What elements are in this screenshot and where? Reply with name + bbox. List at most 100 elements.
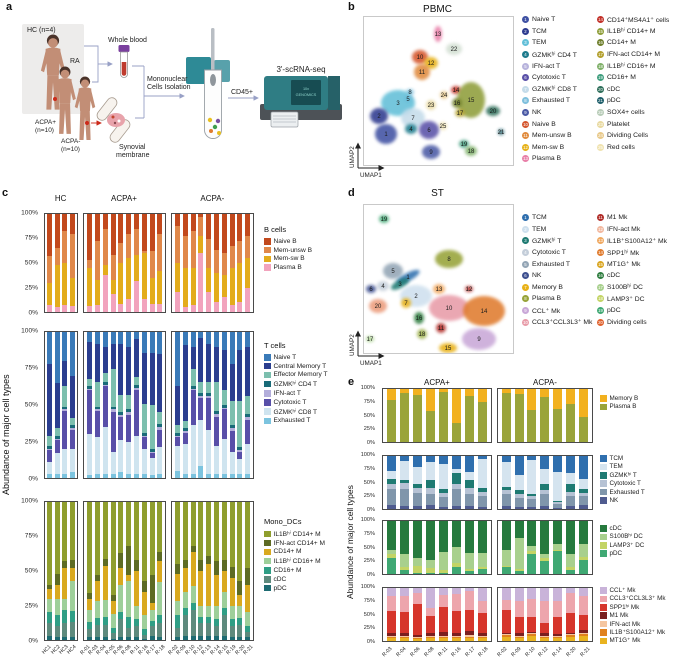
- bar-segment: [553, 633, 563, 637]
- group-header: ACPA-: [533, 378, 557, 387]
- legend-item: 10 CCL3⁺CCL3L3⁺ Mk: [522, 316, 592, 328]
- bar-segment: [118, 416, 124, 441]
- bar-segment: [553, 617, 563, 634]
- bar-segment: [141, 332, 147, 353]
- bar-segment: [87, 342, 93, 379]
- bar-segment: [540, 389, 550, 397]
- bar-segment: [540, 633, 550, 636]
- bar-segment: [221, 473, 227, 478]
- bar-segment: [118, 502, 124, 554]
- bar-segment: [425, 487, 435, 495]
- bar-segment: [182, 235, 188, 268]
- cell-dot: [212, 124, 218, 130]
- bar-segment: [54, 440, 60, 454]
- bar-segment: [69, 332, 75, 376]
- machine-brand-line2: GENOMICS: [296, 93, 317, 97]
- bar-segment: [174, 332, 180, 387]
- stacked-bar-R-08: [425, 521, 435, 574]
- legend-label: IFN-act Mk: [609, 620, 641, 628]
- bar-segment: [237, 349, 243, 401]
- bar-segment: [149, 332, 155, 353]
- bar-segment: [182, 502, 188, 561]
- cluster-number: 1: [406, 275, 410, 281]
- bar-segment: [62, 473, 68, 478]
- bar-segment: [126, 346, 132, 395]
- bar-segment: [149, 575, 155, 603]
- bar-segment: [386, 588, 396, 597]
- bar-segment: [157, 426, 163, 430]
- x-slot: R-20: [565, 645, 580, 664]
- x-slot: R-18: [154, 643, 166, 663]
- legend-label: NK: [532, 272, 542, 280]
- bar-segment: [412, 603, 422, 635]
- panel-label-c: c: [2, 187, 9, 199]
- bar-segment: [94, 406, 100, 410]
- chart-st-t-cells: 100% 75% 50% 25% 0% TCM TEM GZMKʰⁱ T Cytotoxic T…: [345, 452, 685, 513]
- bar-segment: [94, 601, 100, 618]
- plot-area: [382, 388, 593, 443]
- stacked-bar-R-08: [126, 502, 132, 640]
- bar-segment: [540, 622, 550, 634]
- legend-item: 14 SPP1ʰⁱ Mk: [597, 247, 667, 259]
- y-tick: 0%: [366, 572, 375, 578]
- legend-label: CD14+ M: [607, 39, 636, 47]
- x-tick-label: R-06: [409, 646, 422, 659]
- cluster-marker: 4: [522, 249, 529, 257]
- cluster-number: 3: [396, 101, 400, 107]
- bar-segment: [174, 445, 180, 471]
- bar-segment: [110, 214, 116, 256]
- bar-segment: [438, 521, 448, 552]
- bar-segment: [206, 616, 212, 624]
- bar-segment: [62, 448, 68, 474]
- bar-segment: [149, 626, 155, 636]
- cluster-number: 10: [417, 55, 424, 61]
- bar-segment: [425, 494, 435, 505]
- bar-segment: [221, 390, 227, 406]
- bar-segment: [527, 545, 537, 552]
- bar-segment: [110, 412, 116, 452]
- bar-segment: [190, 473, 196, 478]
- y-tick: 100%: [21, 327, 38, 335]
- bar-segment: [110, 601, 116, 614]
- bar-segment: [501, 567, 511, 574]
- legend-label: IL1B⁺S100A12⁺ Mk: [607, 237, 668, 245]
- cell-dot: [215, 118, 221, 124]
- bar-segment: [94, 305, 100, 312]
- bar-segment: [245, 568, 251, 585]
- bar-segment: [501, 588, 511, 600]
- cluster-marker: 4: [522, 51, 529, 59]
- bar-segment: [182, 635, 188, 640]
- bar-segment: [464, 590, 474, 611]
- cluster-marker: 14: [597, 249, 604, 257]
- bar-segment: [464, 521, 474, 553]
- bar-segment: [118, 568, 124, 585]
- isolation-label-2: Cells Isolation: [147, 84, 191, 91]
- cluster-marker: 20: [597, 318, 604, 326]
- bar-segment: [198, 214, 204, 217]
- stacked-bar-R-06: [412, 389, 422, 442]
- umap-cluster-19: [459, 140, 469, 148]
- umap-title-pbmc: PBMC: [423, 4, 452, 15]
- bar-segment: [102, 228, 108, 265]
- bar-segment: [229, 431, 235, 452]
- bar-segment: [141, 473, 147, 478]
- bar-segment: [245, 287, 251, 312]
- ra-label: RA: [70, 58, 80, 65]
- legend-item: 4 Cytotoxic T: [522, 247, 592, 259]
- group-box-ACPA-: [496, 587, 593, 642]
- legend-label: pDC: [607, 307, 621, 315]
- bar-segment: [229, 473, 235, 478]
- bar-segment: [501, 521, 511, 550]
- x-tick-label: R-11: [436, 646, 449, 658]
- bar-segment: [141, 251, 147, 254]
- bar-segment: [438, 606, 448, 633]
- bar-segment: [87, 593, 93, 599]
- legend-label: TEM: [532, 39, 547, 47]
- umap-cluster-24: [440, 91, 448, 99]
- legend-item: 20 Dividing cells: [597, 316, 667, 328]
- bar-segment: [190, 214, 196, 231]
- umap-axes-pbmc: UMAP1 UMAP2: [349, 142, 385, 179]
- bar-segment: [190, 368, 196, 387]
- y-tick: 0%: [28, 309, 38, 317]
- sequencer-screen: [291, 80, 321, 105]
